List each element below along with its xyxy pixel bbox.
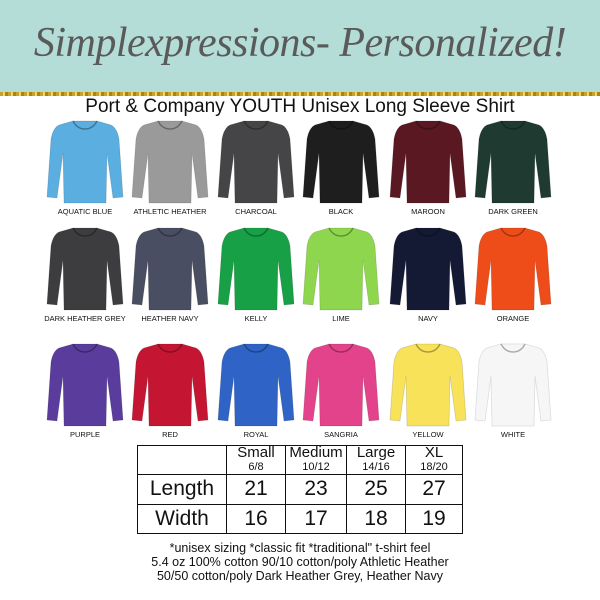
cell: 18: [346, 503, 406, 534]
color-label: ORANGE: [496, 314, 530, 323]
note-line: 5.4 oz 100% cotton 90/10 cotton/poly Ath…: [151, 555, 449, 569]
long-sleeve-shirt-icon: [131, 343, 209, 427]
color-label: RED: [162, 430, 178, 439]
row-label: Length: [137, 474, 227, 505]
size-col: Medium 10/12: [285, 445, 347, 475]
shirt-swatch: CHARCOAL: [214, 117, 298, 216]
color-label: NAVY: [418, 314, 438, 323]
note-line: 50/50 cotton/poly Dark Heather Grey, Hea…: [156, 569, 444, 583]
cell: 16: [226, 503, 286, 534]
shirt-swatch: LIME: [299, 224, 383, 323]
long-sleeve-shirt-icon: [217, 343, 295, 427]
color-label: WHITE: [500, 430, 526, 439]
long-sleeve-shirt-icon: [131, 120, 209, 204]
shirt-swatch: ROYAL: [214, 340, 298, 439]
shirt-swatch: SANGRIA: [299, 340, 383, 439]
shirt-swatch: HEATHER NAVY: [128, 224, 212, 323]
shirt-swatch: PURPLE: [43, 340, 127, 439]
cell: 17: [285, 503, 347, 534]
long-sleeve-shirt-icon: [474, 227, 552, 311]
long-sleeve-shirt-icon: [474, 343, 552, 427]
shirt-swatch: ORANGE: [471, 224, 555, 323]
empty-cell: [137, 445, 227, 475]
long-sleeve-shirt-icon: [46, 120, 124, 204]
table-row: Width 16 17 18 19: [137, 503, 463, 534]
color-label: DARK HEATHER GREY: [44, 314, 126, 323]
long-sleeve-shirt-icon: [46, 227, 124, 311]
long-sleeve-shirt-icon: [389, 343, 467, 427]
table-row: Length 21 23 25 27: [137, 474, 463, 505]
note-line: *unisex sizing *classic fit *traditional…: [169, 541, 431, 555]
glitter-divider: [0, 92, 600, 96]
shirt-swatch: MAROON: [386, 117, 470, 216]
shirt-swatch: ATHLETIC HEATHER: [128, 117, 212, 216]
shirt-swatch: KELLY: [214, 224, 298, 323]
color-label: AQUATIC BLUE: [57, 207, 113, 216]
row-label: Width: [137, 503, 227, 534]
shirt-swatch: RED: [128, 340, 212, 439]
shirt-swatch: YELLOW: [386, 340, 470, 439]
long-sleeve-shirt-icon: [131, 227, 209, 311]
shirt-swatch: NAVY: [386, 224, 470, 323]
color-label: ATHLETIC HEATHER: [133, 207, 207, 216]
long-sleeve-shirt-icon: [217, 120, 295, 204]
long-sleeve-shirt-icon: [389, 227, 467, 311]
color-label: DARK GREEN: [488, 207, 538, 216]
shirt-swatch: DARK HEATHER GREY: [43, 224, 127, 323]
color-label: LIME: [332, 314, 350, 323]
size-header-row: Small 6/8 Medium 10/12 Large 14/16 XL 18/20: [137, 445, 463, 475]
color-label: BLACK: [328, 207, 354, 216]
color-label: HEATHER NAVY: [141, 314, 199, 323]
long-sleeve-shirt-icon: [302, 343, 380, 427]
brand-logo-text: Simplexpressions- Personalized!: [33, 20, 567, 66]
color-label: MAROON: [411, 207, 445, 216]
shirt-swatch: AQUATIC BLUE: [43, 117, 127, 216]
long-sleeve-shirt-icon: [302, 227, 380, 311]
cell: 25: [346, 474, 406, 505]
size-col: Small 6/8: [226, 445, 286, 475]
header-banner: [0, 0, 600, 92]
long-sleeve-shirt-icon: [474, 120, 552, 204]
color-label: PURPLE: [69, 430, 100, 439]
size-col: Large 14/16: [346, 445, 406, 475]
long-sleeve-shirt-icon: [46, 343, 124, 427]
color-label: YELLOW: [412, 430, 444, 439]
size-chart: Small 6/8 Medium 10/12 Large 14/16 XL 18/20 …: [137, 445, 463, 534]
color-label: SANGRIA: [324, 430, 358, 439]
long-sleeve-shirt-icon: [302, 120, 380, 204]
cell: 19: [405, 503, 463, 534]
color-label: CHARCOAL: [235, 207, 277, 216]
cell: 23: [285, 474, 347, 505]
shirt-swatch: DARK GREEN: [471, 117, 555, 216]
cell: 27: [405, 474, 463, 505]
shirt-swatch: BLACK: [299, 117, 383, 216]
long-sleeve-shirt-icon: [217, 227, 295, 311]
product-notes: *unisex sizing *classic fit *traditional…: [0, 541, 600, 583]
size-col: XL 18/20: [405, 445, 463, 475]
color-label: ROYAL: [243, 430, 269, 439]
shirt-swatch: WHITE: [471, 340, 555, 439]
cell: 21: [226, 474, 286, 505]
product-title: Port & Company YOUTH Unisex Long Sleeve …: [85, 96, 515, 117]
long-sleeve-shirt-icon: [389, 120, 467, 204]
color-label: KELLY: [244, 314, 268, 323]
